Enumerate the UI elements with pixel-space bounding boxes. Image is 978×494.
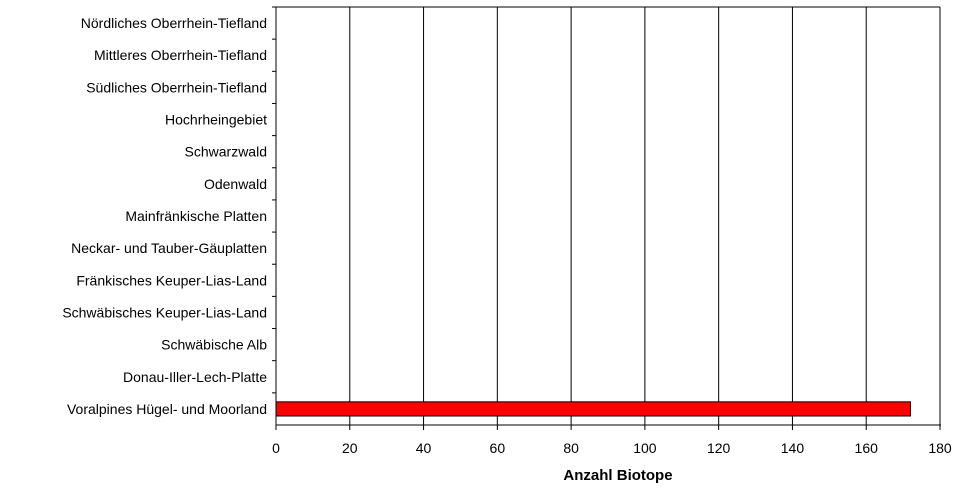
x-tick-label: 0 [272, 440, 280, 456]
x-tick-label: 140 [781, 440, 805, 456]
category-label: Nördliches Oberrhein-Tiefland [81, 15, 267, 31]
category-label: Südliches Oberrhein-Tiefland [86, 79, 267, 95]
category-label: Odenwald [204, 176, 267, 192]
category-label: Mittleres Oberrhein-Tiefland [94, 47, 267, 63]
category-label: Schwäbisches Keuper-Lias-Land [62, 304, 267, 320]
category-label: Fränkisches Keuper-Lias-Land [76, 272, 267, 288]
x-tick-label: 80 [563, 440, 579, 456]
bars [275, 401, 911, 417]
gridlines [276, 6, 941, 425]
category-label: Schwäbische Alb [161, 337, 267, 353]
category-label: Mainfränkische Platten [125, 208, 267, 224]
x-tick-labels: 0 20 40 60 80 100 120 140 160 180 [272, 440, 952, 456]
x-tick-label: 160 [855, 440, 879, 456]
x-axis-title: Anzahl Biotope [563, 467, 672, 484]
x-tick-label: 180 [928, 440, 952, 456]
category-label: Donau-Iller-Lech-Platte [123, 369, 267, 385]
x-tick-label: 120 [707, 440, 731, 456]
x-tick-label: 40 [416, 440, 432, 456]
category-label: Voralpines Hügel- und Moorland [67, 401, 267, 417]
x-tick-label: 100 [633, 440, 657, 456]
axes [272, 6, 941, 430]
category-label: Neckar- und Tauber-Gäuplatten [71, 240, 267, 256]
x-tick-label: 60 [490, 440, 506, 456]
category-labels: Nördliches Oberrhein-Tiefland Mittleres O… [62, 15, 267, 417]
x-tick-label: 20 [342, 440, 358, 456]
category-label: Hochrheingebiet [165, 112, 267, 128]
bar [275, 401, 911, 417]
category-label: Schwarzwald [185, 144, 267, 160]
